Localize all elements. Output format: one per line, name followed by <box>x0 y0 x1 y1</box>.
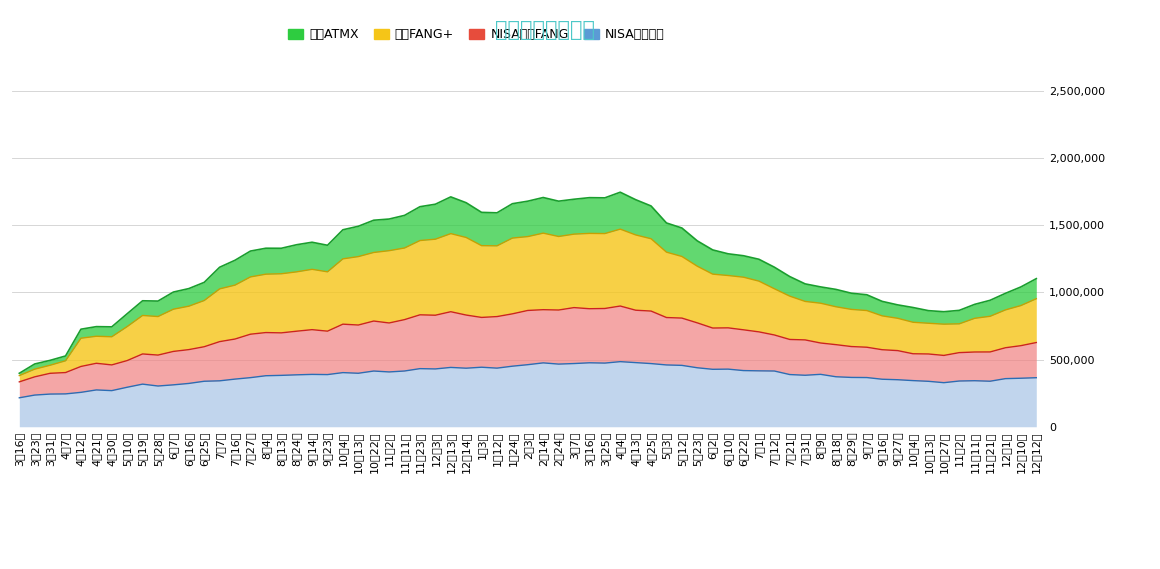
Text: ウミレバ投信成绣: ウミレバ投信成绣 <box>495 20 595 40</box>
Legend: レバATMX, レバFANG+, NISAレバFANG, NISAレバナス: レバATMX, レバFANG+, NISAレバFANG, NISAレバナス <box>283 23 669 47</box>
